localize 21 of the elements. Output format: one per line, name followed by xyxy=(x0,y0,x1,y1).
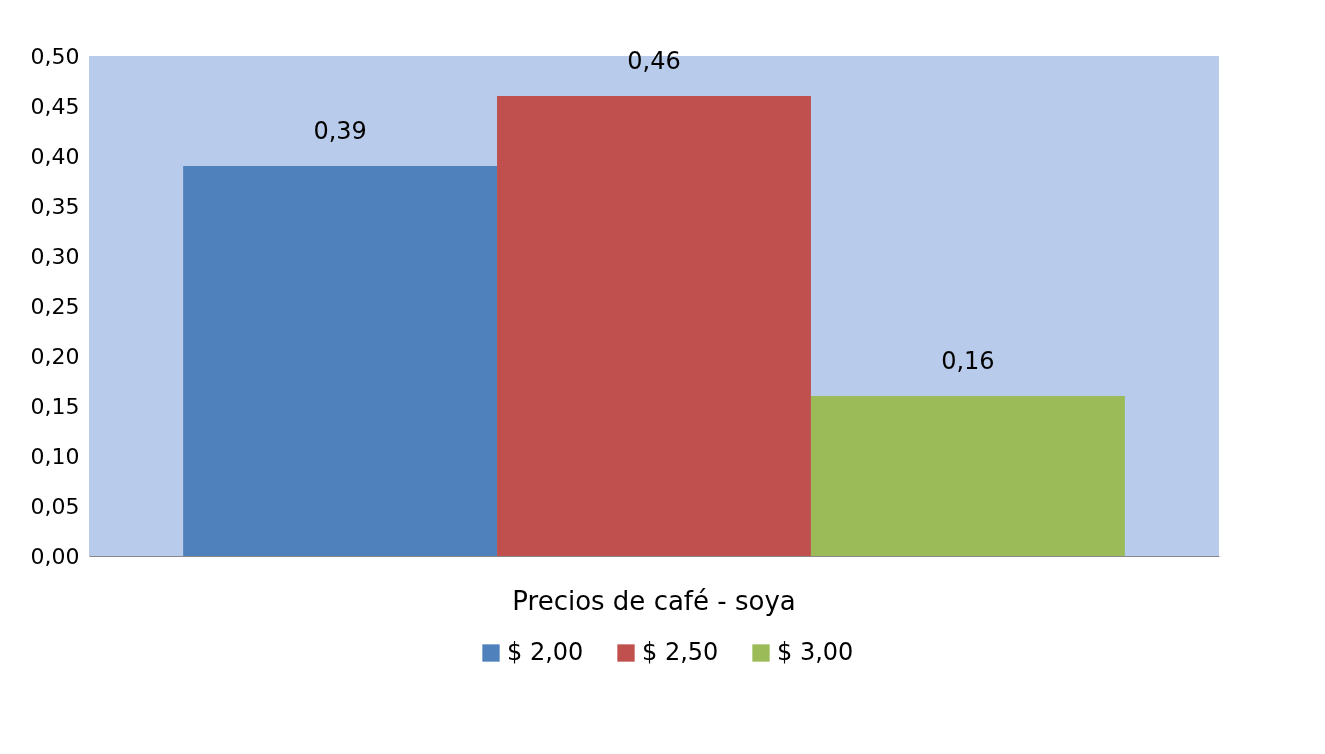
data-label: 0,16 xyxy=(941,347,995,375)
bar xyxy=(810,396,1125,556)
legend-label: $ 2,00 xyxy=(507,638,584,666)
y-tick-label: 0,20 xyxy=(30,343,80,369)
x-tick-label: Precios de café - soya xyxy=(512,585,796,616)
y-tick-label: 0,25 xyxy=(30,293,80,319)
y-tick-label: 0,10 xyxy=(30,443,80,469)
bar xyxy=(183,166,498,556)
data-label: 0,46 xyxy=(627,47,681,75)
data-label: 0,39 xyxy=(313,117,367,145)
y-tick-label: 0,30 xyxy=(30,243,80,269)
y-tick-label: 0,05 xyxy=(30,493,80,519)
y-tick-label: 0,45 xyxy=(30,93,80,119)
y-tick-label: 0,35 xyxy=(30,193,80,219)
legend-label: $ 3,00 xyxy=(777,638,854,666)
legend-label: $ 2,50 xyxy=(642,638,719,666)
bar xyxy=(497,96,811,556)
y-tick-label: 0,50 xyxy=(30,43,80,69)
y-tick-label: 0,15 xyxy=(30,393,80,419)
y-tick-label: 0,00 xyxy=(30,543,80,569)
y-tick-label: 0,40 xyxy=(30,143,80,169)
